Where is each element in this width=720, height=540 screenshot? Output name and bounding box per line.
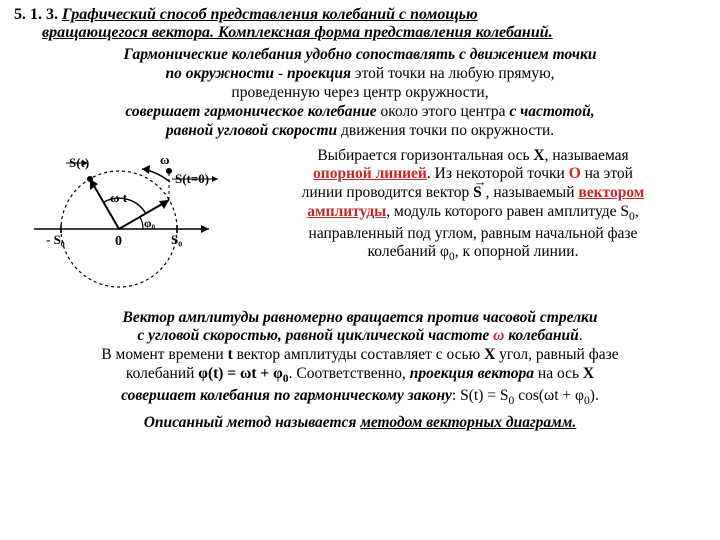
p2-7: на этой — [581, 165, 633, 182]
figure-wrapper: S(t) S(t=0) ω ω t φ₀ - S₀ 0 S₀ — [14, 147, 232, 307]
paragraph-1: Гармонические колебания удобно сопоставл… — [14, 46, 706, 141]
p3-13: . Соответственно, — [289, 365, 410, 382]
p1-l5b: движения точки по окружности. — [337, 122, 554, 139]
p1-l1: Гармонические колебания удобно сопоставл… — [124, 46, 597, 63]
p2-13: , модуль которого равен амплитуде S — [386, 203, 629, 220]
p1-l4b: около этого центра — [377, 103, 510, 120]
lbl-zero: 0 — [115, 234, 122, 249]
p2-19: , к опорной линии. — [455, 243, 579, 260]
p2-8: линии проводится вектор — [302, 184, 474, 201]
p2-3: , называемая — [545, 147, 629, 164]
p3-11: φ(t) = ωt + φ — [198, 365, 283, 382]
p3-7: вектор амплитуды составляет с осью — [233, 346, 484, 363]
p2-10: , называемый — [482, 184, 579, 201]
paragraph-2: Выбирается горизонтальная ось Х, называе… — [240, 147, 706, 265]
p2-16: направленный под углом, равным начальной… — [309, 225, 638, 242]
p1-l2b: - — [274, 65, 287, 82]
p3-14: проекция вектора — [410, 365, 534, 382]
paragraph-3: Вектор амплитуды равномерно вращается пр… — [14, 309, 706, 408]
p3-2: с угловой скоростью, равной циклической … — [137, 327, 493, 344]
p1-l4a: совершает гармоническое колебание — [125, 103, 376, 120]
p3-15: на ось — [534, 365, 583, 382]
final-statement: Описанный метод называется методом векто… — [14, 414, 706, 433]
lbl-omegat: ω t — [110, 190, 128, 205]
p1-l2d: этой точки на любую прямую, — [351, 65, 554, 82]
p3-3: ω — [493, 327, 504, 344]
heading-line1: Графический способ представления колебан… — [62, 6, 478, 23]
p2-12: амплитуды — [307, 203, 386, 220]
p1-l3: проведенную через центр окружности, — [231, 84, 488, 101]
p2-17: колебаний φ — [368, 243, 449, 260]
p2-4: опорной линией — [313, 165, 427, 182]
final-2: методом векторных диаграмм. — [360, 414, 576, 431]
lbl-omega: ω — [160, 152, 170, 167]
section-heading: 5. 1. 3. Графический способ представлени… — [14, 6, 706, 24]
vector-S: S — [473, 184, 482, 203]
p1-l2a: по окружности — [165, 65, 274, 82]
lbl-minusS0: - S₀ — [46, 232, 65, 247]
heading-line2: вращающегося вектора. Комплексная форма … — [42, 24, 706, 42]
lbl-S0: S₀ — [171, 232, 182, 247]
p3-8: Х — [484, 346, 495, 363]
rotating-vector-diagram: S(t) S(t=0) ω ω t φ₀ - S₀ 0 S₀ — [14, 147, 232, 302]
p3-18: : S(t) = S — [452, 387, 509, 404]
p3-9: угол, равный фазе — [495, 346, 618, 363]
section-number: 5. 1. 3. — [14, 6, 58, 23]
content-row: S(t) S(t=0) ω ω t φ₀ - S₀ 0 S₀ Выбираетс… — [14, 147, 706, 307]
p2-1: Выбирается горизонтальная ось — [317, 147, 533, 164]
p2-2: Х — [533, 147, 544, 164]
p2-15: , — [635, 203, 639, 220]
p3-20: cos(ωt + φ — [514, 387, 584, 404]
p3-22: ). — [590, 387, 599, 404]
p1-l2c: проекция — [287, 65, 351, 82]
p2-11: вектором — [578, 184, 644, 201]
p3-10: колебаний — [126, 365, 198, 382]
p3-1: Вектор амплитуды равномерно вращается пр… — [122, 309, 597, 326]
p3-17: совершает колебания по гармоническому за… — [121, 387, 452, 404]
p3-16: Х — [583, 365, 594, 382]
final-1: Описанный метод называется — [144, 414, 361, 431]
p3-4: колебаний — [504, 327, 578, 344]
p1-l4c: с частотой, — [509, 103, 594, 120]
p2-5: . Из некоторой точки — [427, 165, 569, 182]
p3-5: В момент времени — [101, 346, 227, 363]
p1-l5a: равной угловой скорости — [166, 122, 337, 139]
lbl-phi0: φ₀ — [144, 216, 155, 230]
p2-6: О — [569, 165, 581, 182]
